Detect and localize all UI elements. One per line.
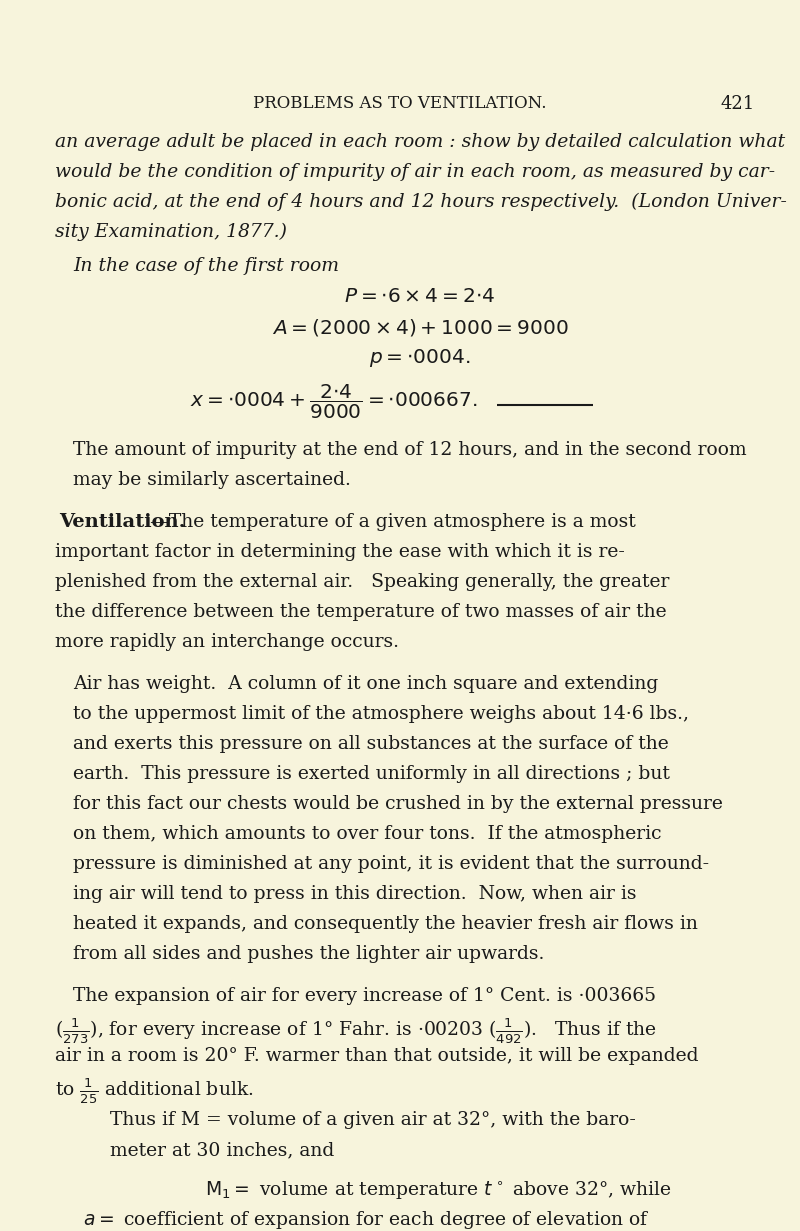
Text: PROBLEMS AS TO VENTILATION.: PROBLEMS AS TO VENTILATION.: [254, 95, 546, 112]
Text: Thus if M = volume of a given air at 32°, with the baro-: Thus if M = volume of a given air at 32°…: [110, 1112, 636, 1129]
Text: more rapidly an interchange occurs.: more rapidly an interchange occurs.: [55, 633, 399, 651]
Text: for this fact our chests would be crushed in by the external pressure: for this fact our chests would be crushe…: [73, 795, 723, 812]
Text: to $\frac{1}{25}$ additional bulk.: to $\frac{1}{25}$ additional bulk.: [55, 1077, 254, 1107]
Text: $A = (2000 \times 4) + 1000 = 9000$: $A = (2000 \times 4) + 1000 = 9000$: [272, 318, 568, 339]
Text: to the uppermost limit of the atmosphere weighs about 14·6 lbs.,: to the uppermost limit of the atmosphere…: [73, 705, 689, 723]
Text: and exerts this pressure on all substances at the surface of the: and exerts this pressure on all substanc…: [73, 735, 669, 753]
Text: Ventilation.: Ventilation.: [59, 513, 186, 531]
Text: The expansion of air for every increase of 1° Cent. is ·003665: The expansion of air for every increase …: [73, 987, 656, 1004]
Text: plenished from the external air.   Speaking generally, the greater: plenished from the external air. Speakin…: [55, 572, 670, 591]
Text: an average adult be placed in each room : show by detailed calculation what: an average adult be placed in each room …: [55, 133, 785, 151]
Text: would be the condition of impurity of air in each room, as measured by car-: would be the condition of impurity of ai…: [55, 162, 775, 181]
Text: In the case of the first room: In the case of the first room: [73, 257, 339, 275]
Text: The amount of impurity at the end of 12 hours, and in the second room: The amount of impurity at the end of 12 …: [73, 441, 746, 459]
Text: Air has weight.  A column of it one inch square and extending: Air has weight. A column of it one inch …: [73, 675, 658, 693]
Text: 421: 421: [721, 95, 755, 113]
Text: heated it expands, and consequently the heavier fresh air flows in: heated it expands, and consequently the …: [73, 915, 698, 933]
Text: $P = {\cdot}6 \times 4 = 2{\cdot}4$: $P = {\cdot}6 \times 4 = 2{\cdot}4$: [345, 287, 495, 307]
Text: meter at 30 inches, and: meter at 30 inches, and: [110, 1141, 334, 1160]
Text: $p = {\cdot}0004.$: $p = {\cdot}0004.$: [370, 347, 470, 369]
Text: important factor in determining the ease with which it is re-: important factor in determining the ease…: [55, 543, 625, 561]
Text: earth.  This pressure is exerted uniformly in all directions ; but: earth. This pressure is exerted uniforml…: [73, 764, 670, 783]
Text: sity Examination, 1877.): sity Examination, 1877.): [55, 223, 287, 241]
Text: on them, which amounts to over four tons.  If the atmospheric: on them, which amounts to over four tons…: [73, 825, 662, 843]
Text: $\mathrm{M}_1 =$ volume at temperature $t^\circ$ above 32°, while: $\mathrm{M}_1 =$ volume at temperature $…: [205, 1179, 672, 1201]
Text: ing air will tend to press in this direction.  Now, when air is: ing air will tend to press in this direc…: [73, 885, 637, 904]
Text: the difference between the temperature of two masses of air the: the difference between the temperature o…: [55, 603, 666, 620]
Text: $x = {\cdot}0004 + \dfrac{2{\cdot}4}{9000} = {\cdot}000667.$: $x = {\cdot}0004 + \dfrac{2{\cdot}4}{900…: [190, 383, 478, 421]
Text: from all sides and pushes the lighter air upwards.: from all sides and pushes the lighter ai…: [73, 945, 544, 963]
Text: pressure is diminished at any point, it is evident that the surround-: pressure is diminished at any point, it …: [73, 856, 709, 873]
Text: bonic acid, at the end of 4 hours and 12 hours respectively.  (London Univer-: bonic acid, at the end of 4 hours and 12…: [55, 193, 787, 212]
Text: —The temperature of a given atmosphere is a most: —The temperature of a given atmosphere i…: [150, 513, 636, 531]
Text: air in a room is 20° F. warmer than that outside, it will be expanded: air in a room is 20° F. warmer than that…: [55, 1048, 698, 1065]
Text: ($\frac{1}{273}$), for every increase of 1° Fahr. is ·00203 ($\frac{1}{492}$).  : ($\frac{1}{273}$), for every increase of…: [55, 1017, 657, 1046]
Text: may be similarly ascertained.: may be similarly ascertained.: [73, 471, 351, 489]
Text: $a =$ coefficient of expansion for each degree of elevation of: $a =$ coefficient of expansion for each …: [83, 1209, 650, 1231]
